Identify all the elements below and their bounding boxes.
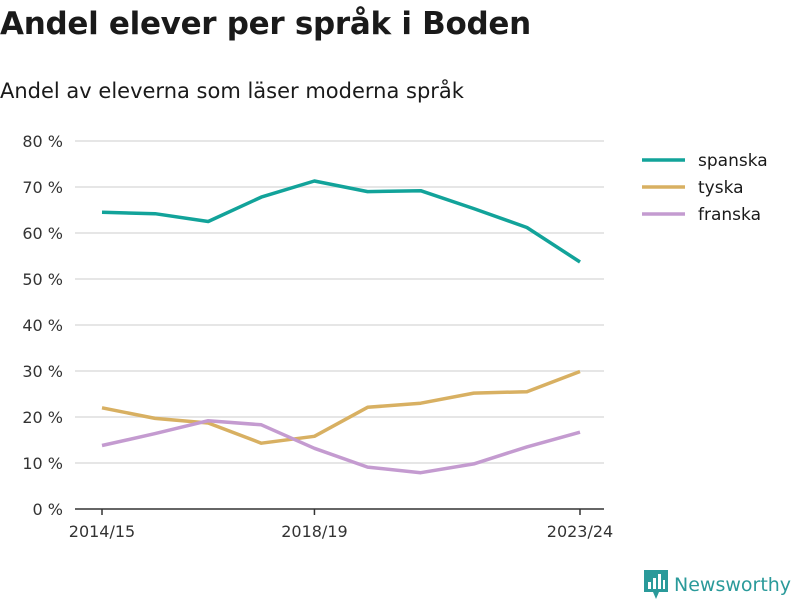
series-lines	[101, 179, 581, 475]
series-line-spanska	[101, 179, 581, 264]
legend-label-tyska: tyska	[698, 178, 744, 198]
legend-label-spanska: spanska	[698, 151, 768, 171]
brand-name: Newsworthy	[674, 574, 792, 596]
y-tick-label: 10 %	[22, 454, 63, 473]
y-tick-label: 60 %	[22, 224, 63, 243]
x-tick-label: 2023/24	[547, 522, 613, 541]
series-line-franska	[101, 418, 581, 475]
y-tick-label: 50 %	[22, 270, 63, 289]
chart-subtitle: Andel av eleverna som läser moderna språ…	[0, 79, 464, 103]
y-tick-label: 40 %	[22, 316, 63, 335]
newsworthy-brand[interactable]: Newsworthy	[644, 570, 791, 600]
x-tick-label: 2014/15	[69, 522, 135, 541]
grid-lines	[75, 140, 604, 464]
x-axis: 2014/15 2018/19 2023/24	[69, 508, 613, 541]
series-line-tyska	[101, 369, 581, 445]
y-tick-label: 30 %	[22, 362, 63, 381]
y-axis: 0 % 10 % 20 % 30 % 40 % 50 % 60 % 70 % 80 %	[22, 132, 63, 519]
bar-chart-logo-icon	[644, 570, 668, 599]
y-tick-label: 20 %	[22, 408, 63, 427]
y-tick-label: 80 %	[22, 132, 63, 151]
chart-title: Andel elever per språk i Boden	[0, 6, 531, 42]
x-tick-label: 2018/19	[281, 522, 347, 541]
y-tick-label: 0 %	[33, 500, 63, 519]
legend-label-franska: franska	[698, 205, 761, 225]
line-chart: 0 % 10 % 20 % 30 % 40 % 50 % 60 % 70 % 80 % 2014…	[22, 132, 768, 541]
legend: spanska tyska franska	[642, 151, 768, 225]
y-tick-label: 70 %	[22, 178, 63, 197]
